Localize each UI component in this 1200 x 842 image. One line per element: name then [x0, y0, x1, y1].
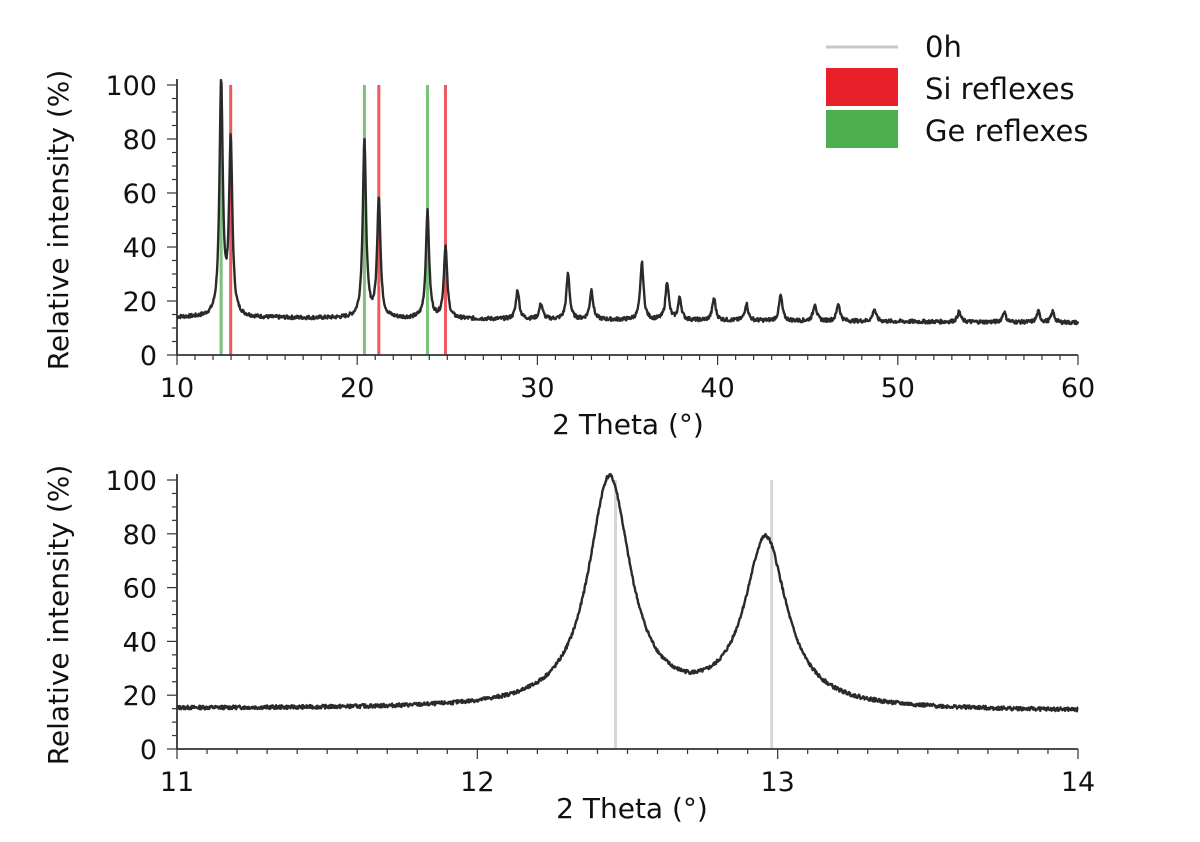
x-tick-label: 14	[1061, 767, 1095, 798]
legend: 0h Si reflexes Ge reflexes	[826, 30, 1088, 148]
x-tick-label: 12	[460, 767, 494, 798]
x-axis-title: 2 Theta (°)	[556, 792, 708, 825]
tick-labels: 10 20 30 40 50 60 0 20 40 60 80 100	[105, 71, 1095, 404]
y-tick-label: 20	[123, 681, 157, 712]
y-tick-label: 60	[123, 179, 157, 210]
tick-labels: 11 12 13 14 0 20 40 60 80 100	[105, 466, 1095, 798]
x-tick-label: 40	[700, 373, 734, 404]
x-tick-label: 11	[160, 767, 194, 798]
overview-chart: 10 20 30 40 50 60 0 20 40 60 80 100 2 Theta (°) Rel…	[42, 30, 1095, 441]
x-axis-title: 2 Theta (°)	[552, 408, 704, 441]
x-tick-label: 50	[881, 373, 915, 404]
y-tick-label: 60	[123, 574, 157, 605]
legend-swatch	[826, 68, 898, 106]
y-tick-label: 20	[123, 287, 157, 318]
axes	[167, 79, 1079, 365]
y-tick-label: 0	[140, 341, 157, 372]
y-tick-label: 80	[123, 520, 157, 551]
legend-label: Ge reflexes	[925, 114, 1088, 148]
reference-lines	[613, 480, 774, 749]
series-line	[176, 472, 1079, 713]
legend-label: 0h	[925, 30, 962, 64]
y-tick-label: 40	[123, 627, 157, 658]
y-tick-label: 100	[105, 71, 157, 102]
x-tick-label: 20	[340, 373, 374, 404]
x-tick-label: 10	[160, 373, 194, 404]
legend-swatch	[826, 110, 898, 148]
axes	[167, 474, 1079, 759]
zoom-chart: 11 12 13 14 0 20 40 60 80 100 2 Theta (°) Relativ…	[42, 465, 1095, 825]
y-axis-title: Relative intensity (%)	[42, 465, 75, 766]
x-tick-label: 30	[520, 373, 554, 404]
y-tick-label: 80	[123, 125, 157, 156]
y-tick-label: 40	[123, 233, 157, 264]
legend-label: Si reflexes	[925, 72, 1075, 106]
diffraction-curve	[176, 78, 1080, 326]
y-tick-label: 0	[140, 735, 157, 766]
x-tick-label: 13	[760, 767, 794, 798]
series-line	[176, 78, 1080, 326]
y-tick-label: 100	[105, 466, 157, 497]
x-tick-label: 60	[1061, 373, 1095, 404]
y-axis-title: Relative intensity (%)	[42, 70, 75, 371]
diffraction-curve	[176, 472, 1079, 713]
